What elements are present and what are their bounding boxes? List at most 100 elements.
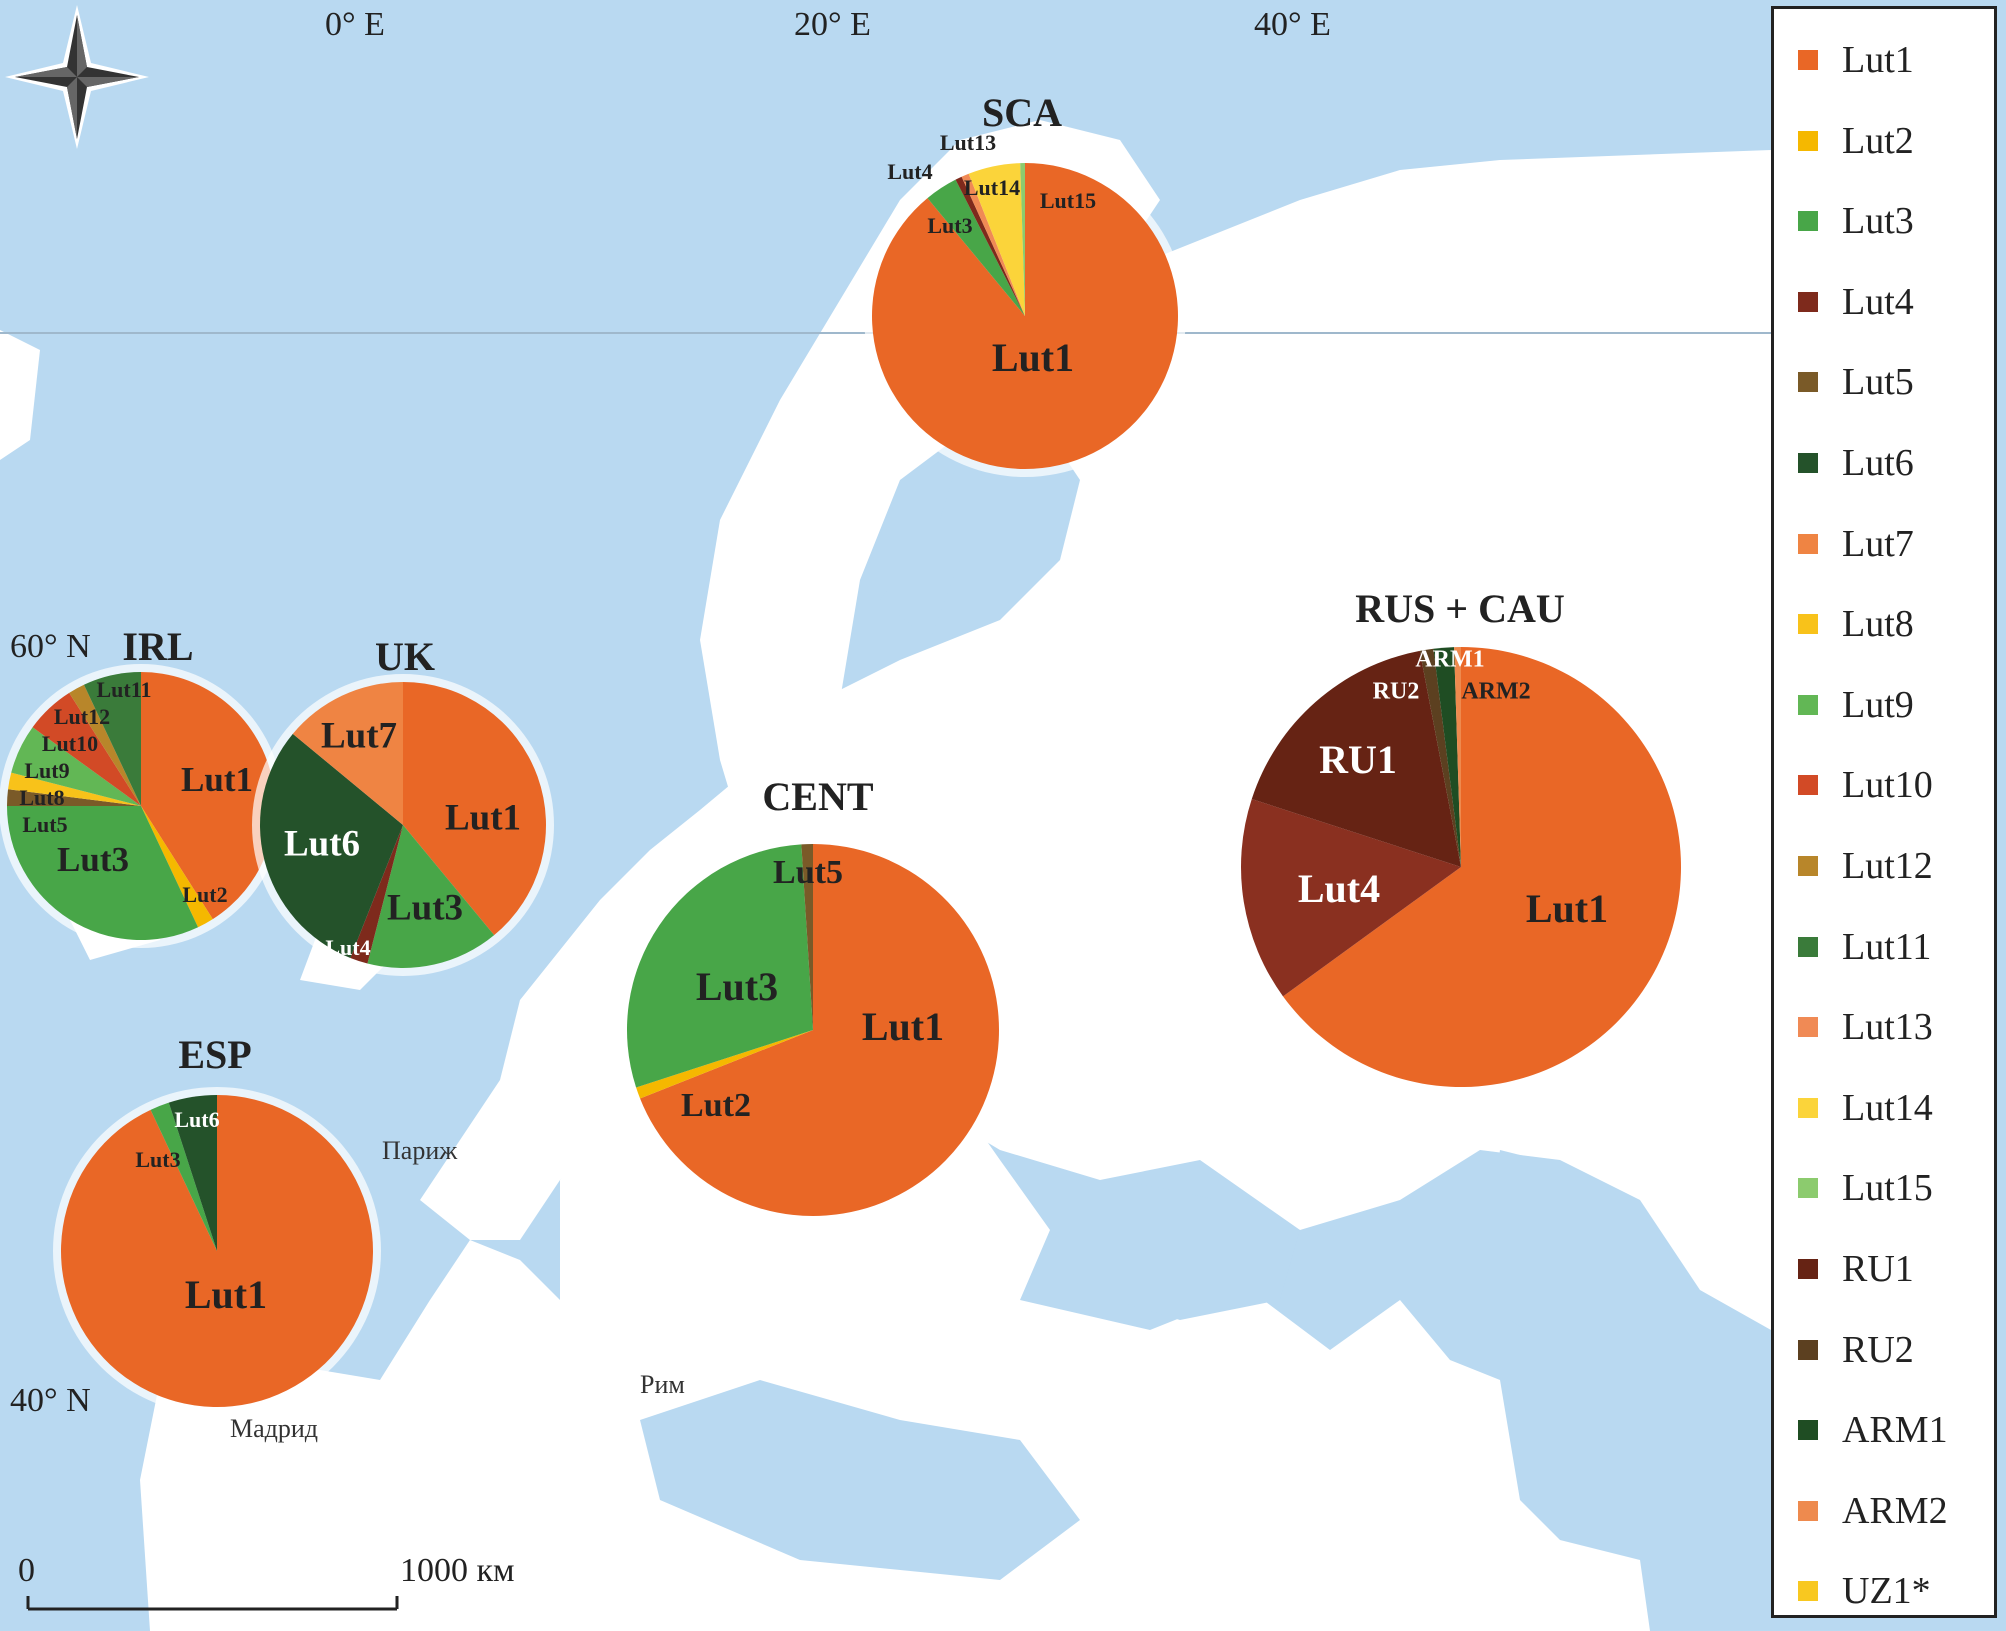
legend-label: Lut12	[1842, 845, 1933, 887]
legend-item: Lut11	[1798, 922, 1931, 972]
legend-item: RU2	[1798, 1325, 1914, 1375]
legend-label: UZ1*	[1842, 1570, 1931, 1613]
legend-item: Lut13	[1798, 1002, 1933, 1052]
pie-slice-lut2	[141, 806, 213, 928]
legend-label: Lut2	[1842, 119, 1914, 162]
legend-swatch	[1798, 372, 1818, 393]
pie-slice-lut14	[968, 163, 1025, 316]
pie-esp: Lut1 Lut3 Lut6 ESP	[53, 1032, 381, 1415]
lat-label-40: 40° N	[10, 1382, 91, 1419]
pie-title: CENT	[762, 774, 873, 819]
pie-slice-lut4	[1241, 799, 1461, 997]
legend-swatch	[1798, 211, 1818, 232]
legend-label: ARM1	[1842, 1409, 1948, 1452]
mediterranean-sea	[640, 1380, 1080, 1580]
pie-rus-cau: Lut1 Lut4 RU1 RU2 ARM1 ARM2 RUS + CAU	[1233, 586, 1689, 1095]
city-rome: Рим	[640, 1370, 685, 1399]
legend-label: Lut1	[1842, 39, 1914, 81]
legend-label: ARM2	[1842, 1489, 1948, 1532]
pie-slice-lut5	[801, 844, 813, 1030]
pie-label: Lut1	[1526, 886, 1608, 931]
legend-item: Lut4	[1798, 277, 1914, 327]
legend-swatch	[1798, 130, 1818, 151]
pie-label: Lut1	[862, 1004, 944, 1049]
legend-item: Lut12	[1798, 841, 1933, 891]
pie-label: Lut13	[940, 130, 996, 155]
pie-slice-arm1	[1433, 647, 1461, 867]
legend-label: Lut13	[1842, 1006, 1933, 1049]
black-sea	[1040, 1180, 1300, 1320]
pie-title: IRL	[122, 624, 193, 669]
pie-slice-lut10	[32, 692, 142, 806]
legend-item: ARM2	[1798, 1486, 1948, 1536]
legend-swatch	[1798, 1097, 1818, 1118]
pie-label: Lut1	[445, 797, 521, 838]
legend-swatch	[1798, 1017, 1818, 1038]
pie-label: Lut1	[992, 335, 1074, 380]
legend-swatch	[1798, 1420, 1818, 1441]
legend-swatch	[1798, 856, 1818, 876]
pie-label: Lut3	[57, 840, 129, 879]
pie-slice-lut1	[640, 844, 999, 1216]
legend-item: Lut2	[1798, 116, 1914, 166]
legend-swatch	[1798, 50, 1818, 70]
pie-title: RUS + CAU	[1355, 586, 1564, 631]
pie-label: Lut11	[96, 677, 151, 702]
legend-item: RU1	[1798, 1244, 1914, 1294]
pie-slice-lut4	[350, 825, 403, 964]
legend-swatch	[1798, 1500, 1818, 1521]
pie-slice-arm2	[1454, 647, 1461, 867]
pie-slice-lut3	[927, 179, 1025, 316]
legend-label: Lut11	[1842, 925, 1932, 968]
pie-label: Lut14	[964, 175, 1020, 200]
pie-title: UK	[375, 634, 435, 679]
legend-label: Lut5	[1842, 361, 1914, 404]
pie-label: Lut4	[325, 935, 370, 960]
pie-label: RU2	[1373, 679, 1420, 705]
pie-slice-lut13	[961, 173, 1025, 316]
pie-slice-lut3	[627, 844, 813, 1088]
legend-swatch	[1798, 775, 1818, 796]
pie-label: ARM2	[1461, 679, 1530, 705]
scale-bar	[26, 1596, 399, 1611]
city-madrid: Мадрид	[230, 1414, 319, 1443]
pie-label: Lut2	[182, 882, 227, 907]
pie-slice-lut9	[11, 727, 142, 806]
pie-label: Lut7	[321, 715, 397, 756]
pie-label: Lut12	[54, 704, 110, 729]
pie-label: Lut5	[773, 854, 843, 891]
pie-title: ESP	[178, 1032, 251, 1077]
pie-slice-lut15	[1020, 163, 1025, 316]
legend-swatch	[1798, 694, 1818, 715]
legend-item: ARM1	[1798, 1405, 1948, 1455]
legend-label: RU1	[1842, 1248, 1914, 1290]
legend-label: Lut14	[1842, 1086, 1933, 1129]
legend-swatch	[1798, 1581, 1818, 1602]
legend-swatch	[1798, 453, 1818, 473]
pie-label: Lut10	[42, 731, 98, 756]
legend-item: Lut15	[1798, 1163, 1933, 1213]
city-paris: Париж	[382, 1136, 458, 1165]
pie-label: Lut15	[1040, 188, 1096, 213]
legend-swatch	[1798, 1178, 1818, 1199]
legend-label: Lut9	[1842, 683, 1914, 726]
pie-slice-lut3	[7, 806, 199, 941]
legend-label: RU2	[1842, 1328, 1914, 1371]
seas	[640, 380, 1560, 1580]
legend-label: Lut3	[1842, 200, 1914, 243]
legend-swatch	[1798, 1259, 1818, 1279]
pie-label: Lut3	[927, 213, 972, 238]
pie-label: Lut2	[681, 1087, 751, 1124]
legend: Lut1 Lut2 Lut3 Lut4 Lut5 Lut6 Lut7 Lut8 Lut9 Lut1…	[1771, 6, 1997, 1618]
caspian-sea	[1490, 1150, 1560, 1340]
pie-label: Lut3	[696, 964, 778, 1009]
legend-item: Lut5	[1798, 357, 1914, 407]
pie-label: Lut3	[387, 887, 463, 928]
pie-slice-lut5	[7, 789, 141, 806]
pie-charts: Lut1Lut3Lut4Lut13Lut14Lut15SCALut1Lut2Lu…	[0, 90, 1689, 1415]
pie-label: ARM1	[1415, 647, 1484, 673]
scale-start: 0	[18, 1552, 35, 1589]
legend-swatch	[1798, 936, 1818, 957]
legend-swatch	[1798, 291, 1818, 312]
